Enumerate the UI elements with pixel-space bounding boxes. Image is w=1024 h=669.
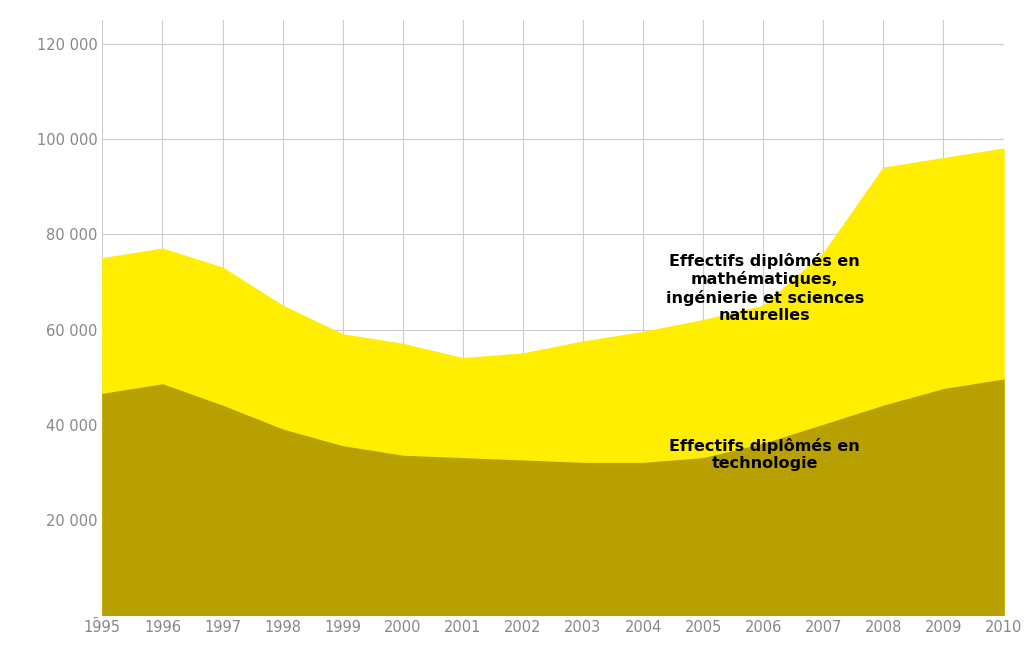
Text: Effectifs diplômés en
mathématiques,
ingénierie et sciences
naturelles: Effectifs diplômés en mathématiques, ing… <box>666 253 864 323</box>
Text: Effectifs diplômés en
technologie: Effectifs diplômés en technologie <box>670 438 860 472</box>
